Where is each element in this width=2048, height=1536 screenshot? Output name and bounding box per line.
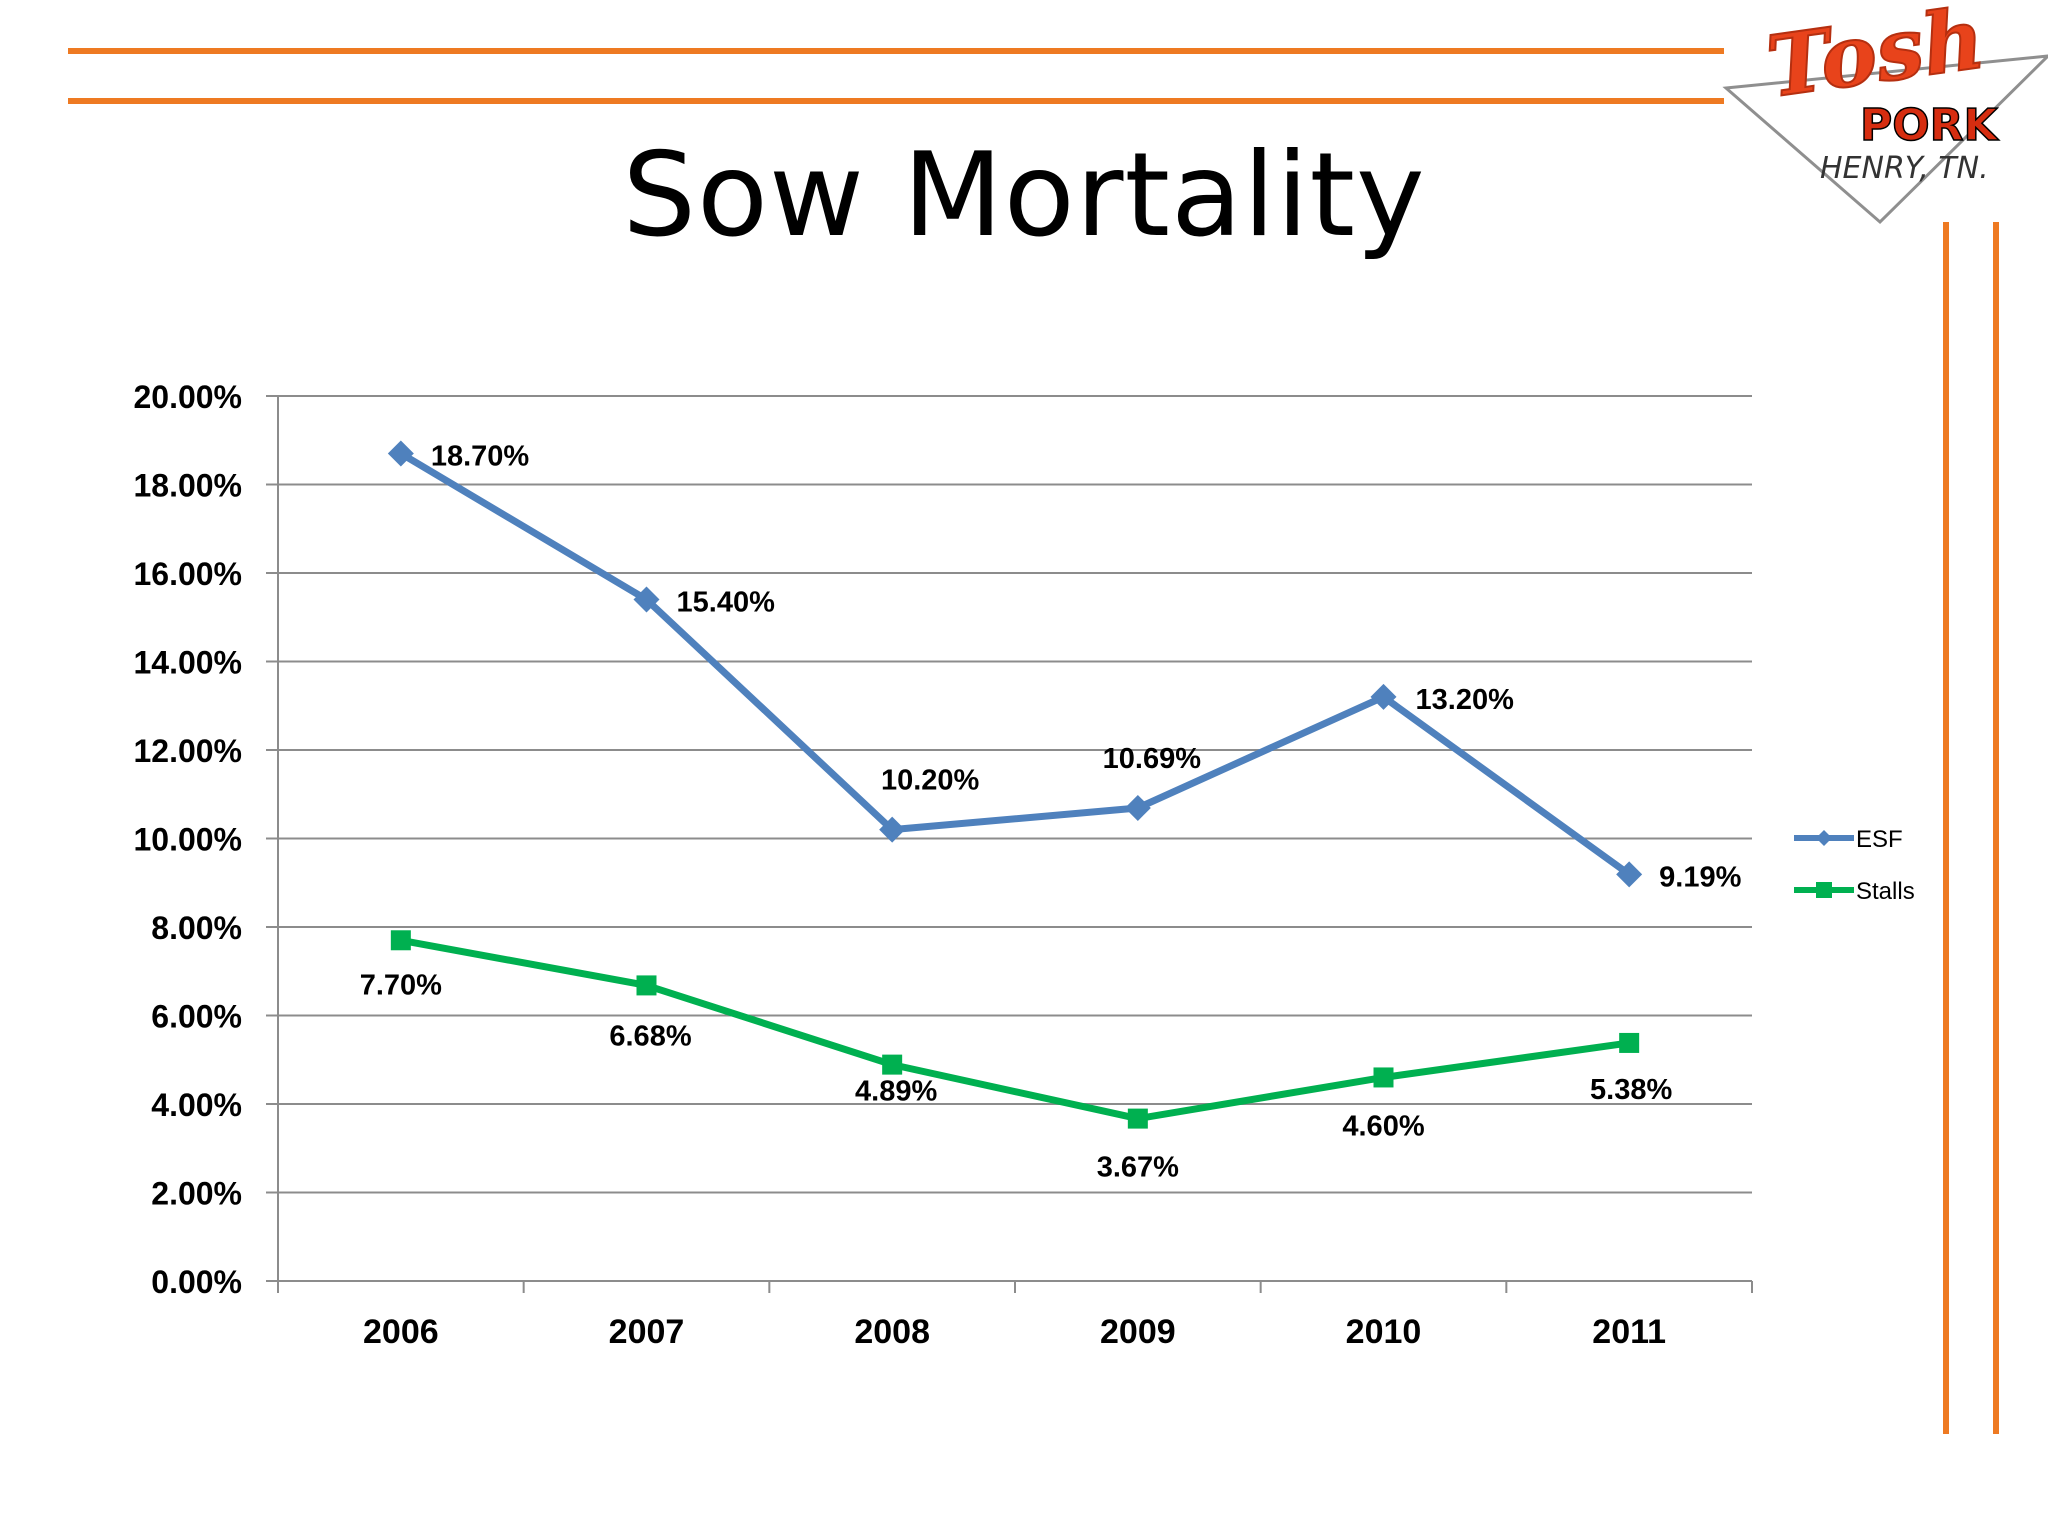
data-label: 5.38%	[1590, 1074, 1672, 1106]
y-tick-label: 10.00%	[133, 822, 242, 858]
x-tick-label: 2007	[609, 1313, 685, 1351]
data-point-stalls	[1127, 1108, 1148, 1129]
legend-marker	[1816, 882, 1832, 898]
data-label: 10.20%	[881, 765, 980, 797]
page-title: Sow Mortality	[622, 128, 1426, 263]
data-label: 4.89%	[855, 1076, 937, 1108]
y-tick-label: 16.00%	[133, 556, 242, 592]
legend-label: Stalls	[1856, 878, 1915, 905]
data-point-stalls	[1619, 1032, 1640, 1053]
legend-label: ESF	[1856, 826, 1903, 853]
data-point-esf	[387, 440, 414, 467]
data-label: 13.20%	[1416, 684, 1515, 716]
y-tick-label: 12.00%	[133, 733, 242, 769]
data-label: 7.70%	[360, 969, 442, 1001]
data-label: 3.67%	[1097, 1152, 1179, 1184]
y-tick-label: 18.00%	[133, 468, 242, 504]
y-tick-label: 20.00%	[133, 379, 242, 415]
logo-location: HENRY, TN.	[1820, 151, 1989, 186]
top-rule-2	[68, 98, 1724, 104]
y-tick-label: 8.00%	[151, 910, 242, 946]
data-label: 15.40%	[677, 587, 776, 619]
y-tick-label: 4.00%	[151, 1087, 242, 1123]
data-point-esf	[1370, 683, 1397, 710]
y-tick-label: 14.00%	[133, 645, 242, 681]
top-rule-1	[68, 48, 1724, 54]
series-group: 18.70% 15.40% 10.20% 10.69% 13.20% 9.19% 7.70%…	[360, 440, 1742, 1184]
data-point-stalls	[1373, 1067, 1394, 1088]
x-tick-label: 2008	[854, 1313, 930, 1351]
logo-pork: PORK	[1860, 100, 2000, 151]
x-tick-label: 2011	[1592, 1313, 1666, 1351]
series-line-esf	[399, 450, 1632, 878]
x-tick-label: 2009	[1100, 1313, 1176, 1351]
x-tick-label: 2006	[363, 1313, 439, 1351]
data-label: 6.68%	[609, 1020, 691, 1052]
data-point-esf	[879, 816, 906, 843]
x-tick-label: 2010	[1346, 1313, 1422, 1351]
data-point-stalls	[390, 930, 411, 951]
data-point-esf	[1124, 794, 1151, 821]
series-line-stalls	[400, 936, 1630, 1123]
data-point-stalls	[636, 975, 657, 996]
data-label: 4.60%	[1342, 1110, 1424, 1142]
y-tick-label: 6.00%	[151, 999, 242, 1035]
y-tick-label: 0.00%	[151, 1264, 242, 1300]
data-point-stalls	[882, 1054, 903, 1075]
data-label: 10.69%	[1103, 743, 1202, 775]
legend: ESF Stalls	[1794, 826, 1915, 905]
logo-triangle	[1722, 54, 2048, 225]
right-rule-1	[1943, 222, 1949, 1434]
legend-marker	[1816, 830, 1832, 846]
data-label: 9.19%	[1659, 861, 1741, 893]
right-rule-2	[1993, 222, 1999, 1434]
data-point-esf	[633, 586, 660, 613]
y-tick-label: 2.00%	[151, 1176, 242, 1212]
axes: 0.00% 2.00% 4.00% 6.00% 8.00% 10.00% 12.00% 14.…	[133, 379, 1753, 1351]
data-point-esf	[1616, 861, 1643, 888]
gridlines	[266, 395, 1752, 1282]
tosh-pork-logo: Tosh PORK HENRY, TN.	[1722, 0, 2048, 225]
data-label: 18.70%	[431, 441, 530, 473]
